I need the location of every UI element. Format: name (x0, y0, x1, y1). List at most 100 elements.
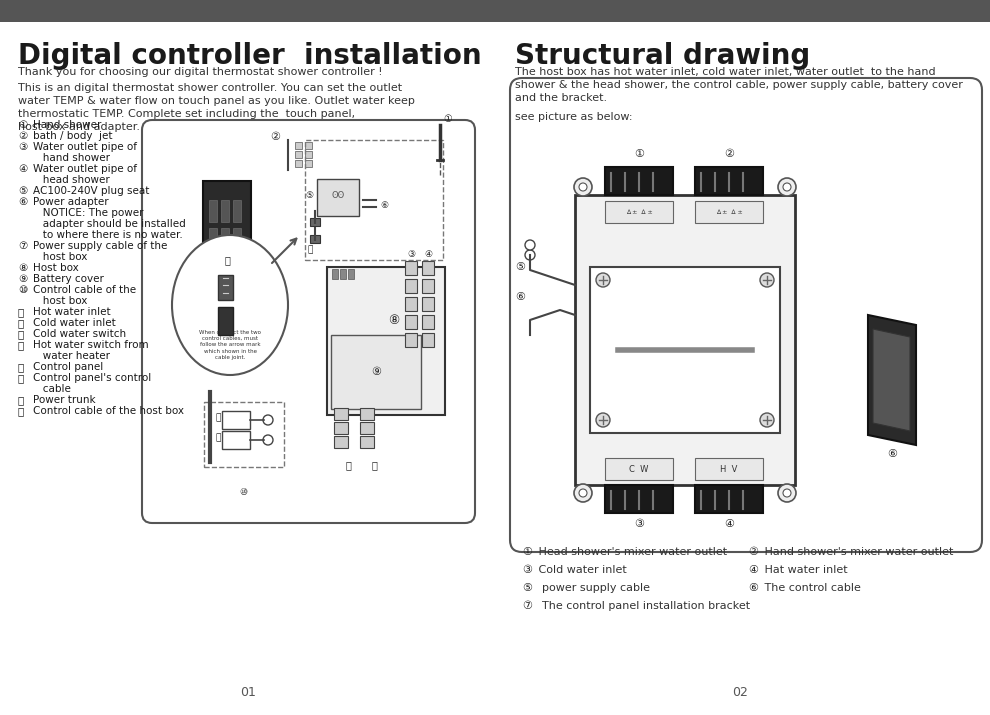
Text: ②: ② (748, 547, 758, 557)
Text: ①: ① (443, 114, 451, 124)
Text: ⑮: ⑮ (224, 255, 230, 265)
Bar (310, 218, 320, 226)
Bar (218, 307, 233, 335)
Text: Cold water inlet: Cold water inlet (535, 565, 627, 575)
Text: ⑰: ⑰ (307, 245, 313, 254)
Text: ⑤: ⑤ (515, 262, 525, 272)
Text: ②: ② (18, 131, 28, 141)
Bar (222, 411, 250, 429)
Text: see picture as below:: see picture as below: (515, 112, 633, 122)
Text: 02: 02 (732, 686, 747, 699)
Text: ⑬: ⑬ (18, 329, 24, 339)
Bar (360, 408, 374, 420)
Bar (405, 315, 417, 329)
Text: This is an digital thermostat shower controller. You can set the outlet: This is an digital thermostat shower con… (18, 83, 402, 93)
Text: ⑧: ⑧ (18, 263, 28, 273)
Text: Water outlet pipe of: Water outlet pipe of (33, 142, 137, 152)
Bar (334, 436, 348, 448)
Text: ①: ① (634, 149, 644, 159)
Text: power supply cable: power supply cable (535, 583, 650, 593)
Text: and the bracket.: and the bracket. (515, 93, 607, 103)
Text: ①: ① (522, 547, 532, 557)
Text: ⑪: ⑪ (371, 460, 377, 470)
Text: ④: ④ (424, 250, 432, 259)
Text: H  V: H V (721, 465, 738, 473)
Text: ④: ④ (724, 519, 734, 529)
Text: Control cable of the host box: Control cable of the host box (33, 406, 184, 416)
Text: shower & the head shower, the control cable, power supply cable, battery cover: shower & the head shower, the control ca… (515, 80, 963, 90)
Text: ⑮: ⑮ (18, 362, 24, 372)
Text: ⑫: ⑫ (18, 318, 24, 328)
Bar (605, 201, 673, 223)
Text: ⑦: ⑦ (522, 601, 532, 611)
Text: Battery cover: Battery cover (33, 274, 104, 284)
Text: ⑫: ⑫ (346, 460, 350, 470)
Text: C  W: C W (630, 465, 648, 473)
Text: host box: host box (33, 296, 87, 306)
Bar (221, 200, 229, 222)
Text: ②: ② (270, 132, 280, 142)
Bar (422, 297, 434, 311)
Text: adapter should be installed: adapter should be installed (33, 219, 186, 229)
Text: Hot water inlet: Hot water inlet (33, 307, 111, 317)
Text: ⑱: ⑱ (18, 406, 24, 416)
Bar (209, 228, 217, 250)
Text: NOTICE: The power: NOTICE: The power (33, 208, 144, 218)
Bar (0, 0, 990, 22)
Text: cable: cable (33, 384, 71, 394)
Text: ⑩: ⑩ (18, 285, 28, 295)
Circle shape (760, 273, 774, 287)
Text: Power supply cable of the: Power supply cable of the (33, 241, 167, 251)
Circle shape (525, 250, 535, 260)
FancyBboxPatch shape (142, 120, 475, 523)
FancyBboxPatch shape (510, 78, 982, 552)
Bar (422, 315, 434, 329)
Text: ⑥: ⑥ (515, 292, 525, 302)
Bar (233, 228, 241, 250)
Bar (695, 167, 763, 195)
Bar (348, 269, 354, 279)
Bar (305, 142, 312, 149)
Bar (605, 167, 673, 195)
Bar (209, 200, 217, 222)
Text: thermostatic TEMP. Complete set including the  touch panel,: thermostatic TEMP. Complete set includin… (18, 109, 355, 119)
Text: ʘʘ: ʘʘ (332, 190, 345, 199)
Text: ⑬: ⑬ (215, 413, 221, 422)
Bar (605, 485, 673, 513)
Text: ⑭: ⑭ (215, 433, 221, 442)
Circle shape (263, 435, 273, 445)
Text: Hand shower: Hand shower (33, 120, 101, 130)
Text: ⑦: ⑦ (18, 241, 28, 251)
FancyBboxPatch shape (331, 335, 421, 409)
Text: ②: ② (724, 149, 734, 159)
Text: ①: ① (18, 120, 28, 130)
Bar (360, 436, 374, 448)
FancyBboxPatch shape (317, 179, 359, 216)
Bar (695, 485, 763, 513)
Circle shape (783, 183, 791, 191)
Text: ⑨: ⑨ (371, 367, 381, 377)
Text: Power trunk: Power trunk (33, 395, 96, 405)
Text: ⑭: ⑭ (18, 340, 24, 350)
Text: head shower: head shower (33, 175, 110, 185)
Bar (405, 333, 417, 347)
FancyBboxPatch shape (575, 195, 795, 485)
Text: ⑥: ⑥ (748, 583, 758, 593)
Circle shape (574, 484, 592, 502)
Circle shape (783, 489, 791, 497)
Polygon shape (873, 329, 910, 431)
Text: ∆ ±  ∆ ±: ∆ ± ∆ ± (716, 209, 742, 214)
Text: The host box has hot water inlet, cold water inlet, water outlet  to the hand: The host box has hot water inlet, cold w… (515, 67, 936, 77)
Text: water TEMP & water flow on touch panel as you like. Outlet water keep: water TEMP & water flow on touch panel a… (18, 96, 415, 106)
Circle shape (778, 178, 796, 196)
Text: water heater: water heater (33, 351, 110, 361)
Bar (605, 458, 673, 480)
Text: Water outlet pipe of: Water outlet pipe of (33, 164, 137, 174)
Bar (233, 200, 241, 222)
Circle shape (574, 178, 592, 196)
Bar (305, 140, 443, 260)
Bar (405, 261, 417, 275)
Bar (332, 269, 338, 279)
Text: ⑥: ⑥ (887, 449, 897, 459)
Text: When connect the two
control cables, must
follow the arrow mark
which shown in t: When connect the two control cables, mus… (199, 330, 261, 360)
